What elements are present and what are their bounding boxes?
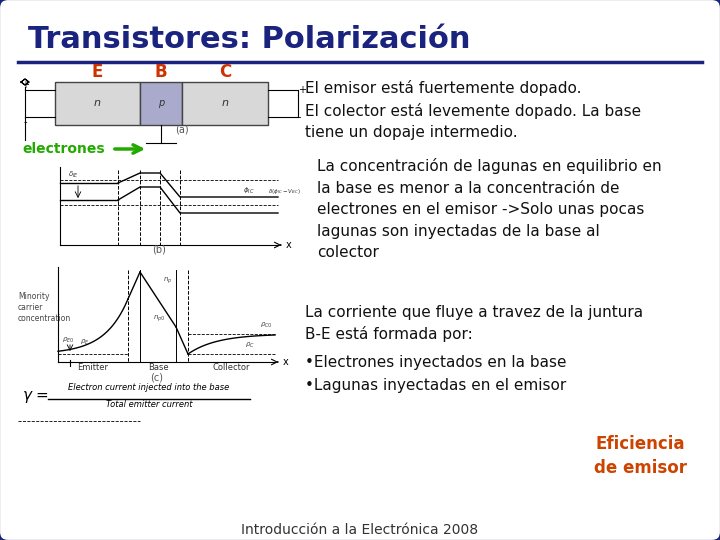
Text: Electron current injected into the base: Electron current injected into the base: [68, 383, 230, 392]
Text: +: +: [21, 80, 29, 90]
Text: Base: Base: [148, 363, 168, 372]
Text: $\phi_{IC}$: $\phi_{IC}$: [243, 186, 254, 196]
Text: (a): (a): [175, 125, 189, 135]
Text: $\delta(\phi_{IC}-V_{BC})$: $\delta(\phi_{IC}-V_{BC})$: [268, 187, 301, 196]
Text: •Electrones inyectados en la base: •Electrones inyectados en la base: [305, 355, 567, 370]
Text: electrones: electrones: [22, 142, 104, 156]
Text: $\rho_C$: $\rho_C$: [245, 341, 255, 350]
Text: E: E: [92, 63, 103, 81]
Bar: [182, 82, 268, 125]
Bar: [140, 82, 182, 125]
Text: (b): (b): [152, 245, 166, 255]
Bar: [55, 82, 140, 125]
Text: Minority
carrier
concentration: Minority carrier concentration: [18, 292, 71, 323]
Text: La corriente que fluye a travez de la juntura
B-E está formada por:: La corriente que fluye a travez de la ju…: [305, 305, 643, 342]
Text: x: x: [283, 357, 289, 367]
Text: Emitter: Emitter: [78, 363, 109, 372]
Text: $\delta_{IE}$: $\delta_{IE}$: [68, 170, 78, 180]
Text: n: n: [94, 98, 101, 109]
Text: -: -: [23, 117, 27, 127]
Text: $\rho_{E0}$: $\rho_{E0}$: [62, 336, 74, 345]
Text: +: +: [298, 85, 306, 95]
Text: $\rho_{C0}$: $\rho_{C0}$: [260, 321, 273, 330]
Text: p: p: [158, 98, 164, 109]
Text: B: B: [155, 63, 167, 81]
Text: Total emitter current: Total emitter current: [106, 400, 192, 409]
Text: C: C: [219, 63, 231, 81]
Text: -: -: [298, 112, 302, 122]
Text: La concentración de lagunas en equilibrio en
la base es menor a la concentración: La concentración de lagunas en equilibri…: [317, 158, 662, 260]
Text: El colector está levemente dopado. La base
tiene un dopaje intermedio.: El colector está levemente dopado. La ba…: [305, 103, 641, 140]
Text: $n_p$: $n_p$: [163, 276, 172, 286]
Text: El emisor está fuertemente dopado.: El emisor está fuertemente dopado.: [305, 80, 582, 96]
Text: $\gamma$ =: $\gamma$ =: [22, 389, 49, 405]
Text: $n_{p0}$: $n_{p0}$: [153, 314, 166, 324]
Text: Eficiencia
de emisor: Eficiencia de emisor: [593, 435, 686, 477]
Text: Collector: Collector: [212, 363, 251, 372]
Text: •Lagunas inyectadas en el emisor: •Lagunas inyectadas en el emisor: [305, 378, 566, 393]
Text: n: n: [222, 98, 228, 109]
Text: Transistores: Polarización: Transistores: Polarización: [28, 25, 470, 55]
Text: (c): (c): [150, 372, 163, 382]
Text: $\rho_E$: $\rho_E$: [80, 338, 89, 347]
Text: x: x: [286, 240, 292, 250]
Text: Introducción a la Electrónica 2008: Introducción a la Electrónica 2008: [241, 523, 479, 537]
